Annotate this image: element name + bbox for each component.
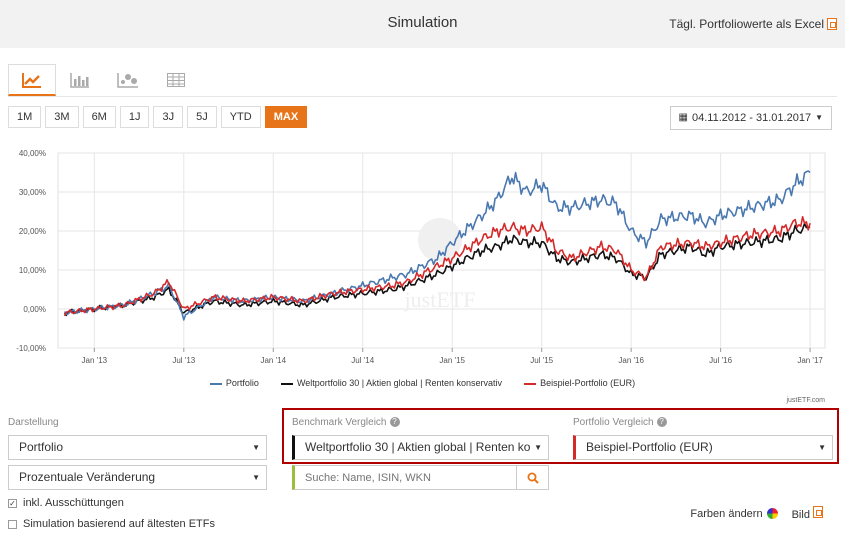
bar-chart-icon bbox=[70, 73, 89, 88]
mode-value: Prozentuale Veränderung bbox=[19, 470, 156, 484]
x-tick-label: Jan '13 bbox=[82, 356, 108, 365]
benchmark-label: Benchmark Vergleich? bbox=[292, 417, 400, 428]
darstellung-select[interactable]: Portfolio ▼ bbox=[8, 435, 267, 460]
excel-file-icon bbox=[827, 18, 837, 30]
etf-search bbox=[292, 465, 549, 490]
caret-down-icon: ▼ bbox=[252, 443, 260, 452]
aeltesten-label: Simulation basierend auf ältesten ETFs bbox=[23, 518, 215, 530]
chart-type-tabs bbox=[8, 64, 200, 96]
range-button-3j[interactable]: 3J bbox=[153, 106, 184, 128]
caret-down-icon: ▼ bbox=[530, 436, 542, 459]
range-button-1m[interactable]: 1M bbox=[8, 106, 42, 128]
x-tick-label: Jul '14 bbox=[351, 356, 374, 365]
help-icon[interactable]: ? bbox=[656, 417, 667, 428]
darstellung-label: Darstellung bbox=[8, 417, 59, 428]
excel-export-link[interactable]: Tägl. Portfoliowerte als Excel bbox=[669, 17, 837, 31]
date-range-picker[interactable]: ▦ 04.11.2012 - 31.01.2017 ▼ bbox=[669, 106, 832, 130]
checkbox-checked-icon[interactable]: ✓ bbox=[8, 498, 17, 508]
tab-bar-chart[interactable] bbox=[56, 64, 104, 96]
legend-swatch bbox=[280, 382, 293, 385]
date-range-value: 04.11.2012 - 31.01.2017 bbox=[692, 112, 812, 124]
chart-credit: justETF.com bbox=[786, 397, 825, 404]
x-tick-label: Jul '13 bbox=[172, 356, 195, 365]
range-button-5j[interactable]: 5J bbox=[187, 106, 217, 128]
mode-select[interactable]: Prozentuale Veränderung ▼ bbox=[8, 465, 267, 490]
y-tick-label: 30,00% bbox=[19, 188, 46, 197]
line-chart-icon bbox=[22, 72, 41, 88]
comparison-highlight-box bbox=[282, 408, 839, 464]
x-tick-label: Jul '16 bbox=[709, 356, 732, 365]
tab-table[interactable] bbox=[152, 64, 200, 96]
portfolio-label-text: Portfolio Vergleich bbox=[573, 417, 654, 428]
caret-down-icon: ▼ bbox=[252, 473, 260, 482]
range-button-ytd[interactable]: YTD bbox=[220, 106, 261, 128]
bild-link[interactable]: Bild bbox=[792, 506, 823, 521]
farben-aendern-link[interactable]: Farben ändern bbox=[690, 507, 778, 520]
checkbox-unchecked-icon[interactable] bbox=[8, 519, 17, 529]
bild-label: Bild bbox=[791, 509, 810, 521]
x-tick-label: Jan '17 bbox=[797, 356, 823, 365]
watermark-text: justETF bbox=[404, 287, 476, 312]
legend-label: Portfolio bbox=[225, 378, 259, 388]
x-tick-label: Jan '16 bbox=[618, 356, 644, 365]
legend-swatch bbox=[209, 382, 222, 385]
image-file-icon bbox=[813, 506, 823, 518]
legend-label: Weltportfolio 30 | Aktien global | Rente… bbox=[296, 378, 503, 388]
legend-item[interactable]: Beispiel-Portfolio (EUR) bbox=[524, 378, 635, 388]
color-wheel-icon bbox=[766, 508, 778, 520]
legend-item[interactable]: Weltportfolio 30 | Aktien global | Rente… bbox=[280, 378, 503, 388]
legend-swatch bbox=[524, 382, 537, 385]
ausschuettungen-label: inkl. Ausschüttungen bbox=[23, 497, 124, 509]
farben-label: Farben ändern bbox=[690, 507, 763, 520]
portfolio-label: Portfolio Vergleich? bbox=[573, 417, 667, 428]
caret-down-icon: ▼ bbox=[818, 443, 826, 452]
aeltesten-etfs-checkbox[interactable]: Simulation basierend auf ältesten ETFs bbox=[8, 518, 215, 530]
range-button-1j[interactable]: 1J bbox=[119, 106, 150, 128]
legend-item[interactable]: Portfolio bbox=[209, 378, 259, 388]
ausschuettungen-checkbox[interactable]: ✓ inkl. Ausschüttungen bbox=[8, 497, 124, 509]
tab-line-chart[interactable] bbox=[8, 64, 56, 96]
benchmark-label-text: Benchmark Vergleich bbox=[292, 417, 387, 428]
y-tick-label: -10,00% bbox=[16, 344, 46, 353]
caret-down-icon: ▼ bbox=[815, 113, 823, 122]
y-tick-label: 40,00% bbox=[19, 149, 46, 158]
darstellung-value: Portfolio bbox=[19, 440, 64, 454]
range-button-6m[interactable]: 6M bbox=[82, 106, 116, 128]
range-buttons: 1M 3M 6M 1J 3J 5J YTD MAX bbox=[8, 106, 308, 128]
portfolio-select[interactable]: Beispiel-Portfolio (EUR) ▼ bbox=[573, 435, 833, 460]
chart-legend: Portfolio Weltportfolio 30 | Aktien globa… bbox=[0, 378, 845, 388]
benchmark-value: Weltportfolio 30 | Aktien global | Rente… bbox=[305, 440, 535, 454]
tab-scatter-chart[interactable] bbox=[104, 64, 152, 96]
benchmark-select[interactable]: Weltportfolio 30 | Aktien global | Rente… bbox=[292, 435, 549, 460]
watermark-logo bbox=[418, 218, 462, 262]
search-button[interactable] bbox=[516, 466, 548, 489]
page-title: Simulation bbox=[387, 14, 458, 31]
tab-divider bbox=[8, 96, 837, 97]
y-tick-label: 10,00% bbox=[19, 266, 46, 275]
search-input[interactable] bbox=[295, 466, 516, 489]
x-tick-label: Jan '15 bbox=[439, 356, 465, 365]
calendar-icon: ▦ bbox=[678, 112, 688, 123]
help-icon[interactable]: ? bbox=[389, 417, 400, 428]
table-icon bbox=[167, 73, 185, 87]
search-icon bbox=[527, 472, 539, 484]
x-tick-label: Jan '14 bbox=[260, 356, 286, 365]
range-button-3m[interactable]: 3M bbox=[45, 106, 79, 128]
y-tick-label: 20,00% bbox=[19, 227, 46, 236]
legend-label: Beispiel-Portfolio (EUR) bbox=[540, 378, 636, 388]
series-line-portfolio bbox=[63, 170, 811, 321]
portfolio-value: Beispiel-Portfolio (EUR) bbox=[586, 440, 713, 454]
scatter-chart-icon bbox=[117, 73, 138, 88]
y-tick-label: 0,00% bbox=[23, 305, 46, 314]
x-tick-label: Jul '15 bbox=[530, 356, 553, 365]
performance-chart: 40,00% 30,00% 20,00% 10,00% 0,00% -10,00% Jan … bbox=[16, 149, 826, 365]
bottom-links: Farben ändern Bild bbox=[690, 506, 823, 521]
excel-link-label: Tägl. Portfoliowerte als Excel bbox=[669, 17, 824, 31]
series-line-beispiel-portfolio bbox=[63, 216, 811, 317]
header: Simulation Tägl. Portfoliowerte als Exce… bbox=[0, 0, 845, 48]
range-button-max[interactable]: MAX bbox=[264, 106, 308, 128]
